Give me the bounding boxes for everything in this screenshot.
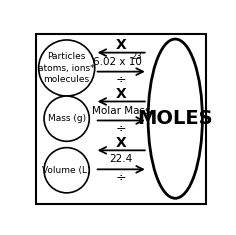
- Text: Molar Mass: Molar Mass: [92, 106, 151, 116]
- FancyBboxPatch shape: [36, 34, 206, 204]
- Circle shape: [39, 40, 95, 96]
- Text: X: X: [116, 87, 126, 101]
- Text: 22.4: 22.4: [110, 154, 133, 164]
- Text: 23: 23: [131, 52, 142, 61]
- Text: X: X: [116, 136, 126, 150]
- Text: MOLES: MOLES: [137, 109, 213, 128]
- Text: Particles
atoms, ions*
molecules: Particles atoms, ions* molecules: [38, 52, 95, 84]
- Text: Volume (L): Volume (L): [42, 166, 91, 175]
- Text: Mass (g): Mass (g): [48, 114, 86, 123]
- Circle shape: [44, 96, 89, 141]
- Text: 6.02 x 10: 6.02 x 10: [93, 57, 142, 67]
- Text: X: X: [116, 38, 126, 52]
- Circle shape: [44, 148, 89, 193]
- Text: ÷: ÷: [116, 73, 126, 86]
- Ellipse shape: [148, 39, 202, 198]
- Text: ÷: ÷: [116, 171, 126, 184]
- Text: ÷: ÷: [116, 122, 126, 135]
